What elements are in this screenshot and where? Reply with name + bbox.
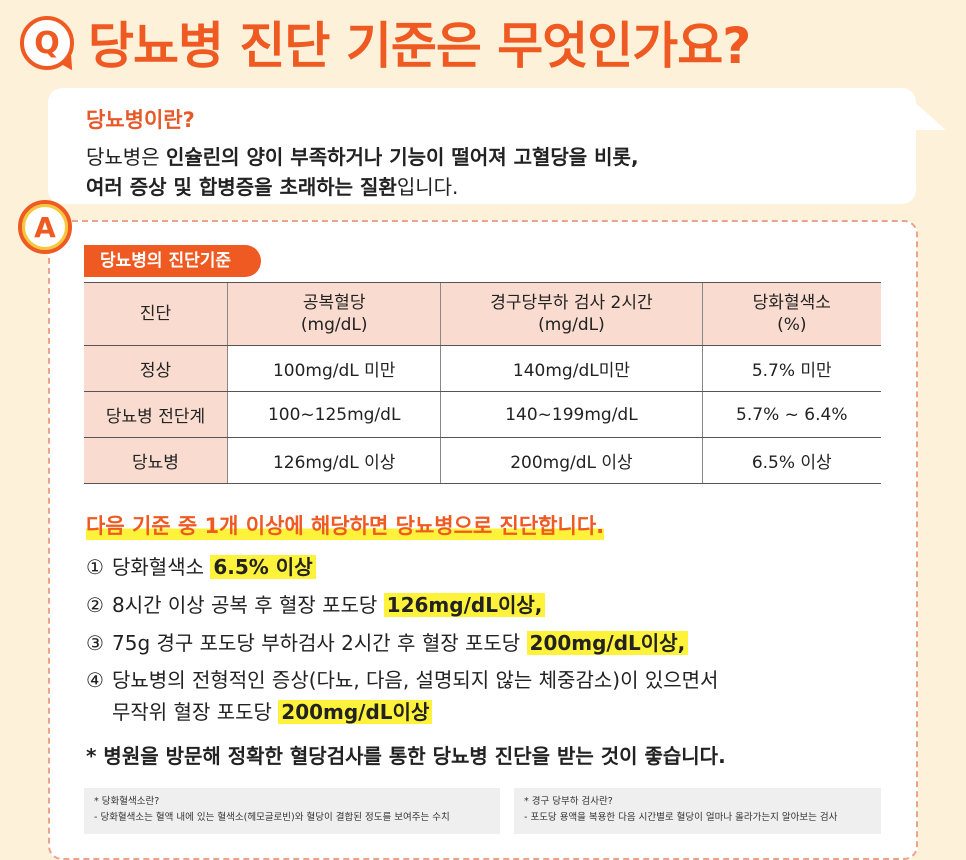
table-header-row: 진단 공복혈당 (mg/dL) 경구당부하 검사 2시간 (mg/dL) 당화혈색소… xyxy=(84,282,881,346)
header-text: 당화혈색소 xyxy=(752,293,831,313)
row-header-cell: 정상 xyxy=(84,345,228,392)
item-number: ③ xyxy=(86,631,104,655)
row-header-cell: 당뇨병 xyxy=(84,437,228,484)
item-text: 75g 경구 포도당 부하검사 2시간 후 혈장 포도당 xyxy=(112,631,527,655)
item-text-continued: 무작위 혈장 포도당 xyxy=(112,700,279,724)
footnote-question: * 경구 당부하 검사란? xyxy=(524,796,613,807)
item-highlight: 6.5% 이상 xyxy=(210,555,316,579)
table-cell: 200mg/dL 이상 xyxy=(440,437,703,484)
item-number: ② xyxy=(86,593,104,617)
answer-icon: A xyxy=(18,200,72,254)
definition-box: 당뇨병이란? 당뇨병은 인슐린의 양이 부족하거나 기능이 떨어져 고혈당을 비… xyxy=(48,88,916,204)
table-cell: 5.7% ~ 6.4% xyxy=(701,391,881,438)
question-icon: Q xyxy=(20,16,74,70)
table-cell: 5.7% 미만 xyxy=(701,345,881,392)
table-cell: 140~199mg/dL xyxy=(440,391,703,438)
table-row: 당뇨병 전단계 100~125mg/dL 140~199mg/dL 5.7% ~… xyxy=(84,391,881,438)
table-cell: 6.5% 이상 xyxy=(701,437,881,484)
footnote-ogtt: * 경구 당부하 검사란? - 포도당 용액을 복용한 다음 시간별로 혈당이 … xyxy=(514,788,881,834)
criteria-list: ① 당화혈색소 6.5% 이상 ② 8시간 이상 공복 후 혈장 포도당 126mg… xyxy=(86,548,718,728)
header-text: 진단 xyxy=(139,304,172,324)
definition-text: 당뇨병은 인슐린의 양이 부족하거나 기능이 떨어져 고혈당을 비롯, 여러 증… xyxy=(86,142,878,202)
table-cell: 140mg/dL미만 xyxy=(440,345,703,392)
definition-line1-b: 인슐린의 양이 부족하거나 기능이 떨어져 고혈당을 비롯, xyxy=(165,145,639,169)
definition-bubble-tail xyxy=(912,100,946,130)
table-row: 정상 100mg/dL 미만 140mg/dL미만 5.7% 미만 xyxy=(84,345,881,392)
table-header-cell: 경구당부하 검사 2시간 (mg/dL) xyxy=(440,282,703,346)
item-text: 8시간 이상 공복 후 혈장 포도당 xyxy=(112,593,384,617)
table-cell: 126mg/dL 이상 xyxy=(226,437,441,484)
criteria-item: ② 8시간 이상 공복 후 혈장 포도당 126mg/dL이상, xyxy=(86,586,718,624)
definition-title: 당뇨병이란? xyxy=(86,108,195,132)
header-text: 공복혈당 xyxy=(302,293,366,313)
footnote-answer: - 당화혈색소는 혈액 내에 있는 혈색소(헤모글로빈)와 혈당이 결합된 정도… xyxy=(94,812,450,823)
criteria-title: 다음 기준 중 1개 이상에 해당하면 당뇨병으로 진단합니다. xyxy=(86,510,605,540)
header-unit: (mg/dL) xyxy=(538,315,605,335)
table-row: 당뇨병 126mg/dL 이상 200mg/dL 이상 6.5% 이상 xyxy=(84,437,881,484)
footnote-question: * 당화혈색소란? xyxy=(94,796,160,807)
section-tag: 당뇨병의 진단기준 xyxy=(84,245,262,277)
table-cell: 100~125mg/dL xyxy=(226,391,441,438)
criteria-item: ① 당화혈색소 6.5% 이상 xyxy=(86,548,718,586)
table-header-cell: 당화혈색소 (%) xyxy=(701,282,881,346)
recommendation-note: * 병원을 방문해 정확한 혈당검사를 통한 당뇨병 진단을 받는 것이 좋습니… xyxy=(86,744,726,768)
definition-line2-b: 입니다. xyxy=(396,175,459,199)
item-number: ① xyxy=(86,555,104,579)
answer-letter: A xyxy=(34,210,56,244)
footnote-answer: - 포도당 용액을 복용한 다음 시간별로 혈당이 얼마나 올라가는지 알아보는… xyxy=(524,812,838,823)
question-letter: Q xyxy=(34,25,60,61)
item-highlight: 126mg/dL이상, xyxy=(383,593,546,617)
criteria-item: ③ 75g 경구 포도당 부하검사 2시간 후 혈장 포도당 200mg/dL이상… xyxy=(86,624,718,662)
table-header-cell: 진단 xyxy=(84,282,228,346)
table-header-cell: 공복혈당 (mg/dL) xyxy=(226,282,441,346)
item-text: 당화혈색소 xyxy=(112,555,211,579)
item-text: 당뇨병의 전형적인 증상(다뇨, 다음, 설명되지 않는 체중감소)이 있으면서 xyxy=(112,668,719,692)
item-number: ④ xyxy=(86,668,104,692)
header-text: 경구당부하 검사 2시간 xyxy=(490,293,653,313)
table-cell: 100mg/dL 미만 xyxy=(226,345,441,392)
header-unit: (%) xyxy=(777,315,807,335)
footnote-hba1c: * 당화혈색소란? - 당화혈색소는 혈액 내에 있는 혈색소(헤모글로빈)와 … xyxy=(84,788,500,834)
definition-line2-a: 여러 증상 및 합병증을 초래하는 질환 xyxy=(86,175,397,199)
diagnosis-table: 진단 공복혈당 (mg/dL) 경구당부하 검사 2시간 (mg/dL) 당화혈색소… xyxy=(84,282,881,484)
row-header-cell: 당뇨병 전단계 xyxy=(84,391,228,438)
header-unit: (mg/dL) xyxy=(300,315,368,335)
page-title: 당뇨병 진단 기준은 무엇인가요? xyxy=(88,17,751,75)
criteria-item: ④ 당뇨병의 전형적인 증상(다뇨, 다음, 설명되지 않는 체중감소)이 있으면… xyxy=(86,664,718,728)
item-highlight: 200mg/dL이상 xyxy=(278,700,433,724)
definition-line1-a: 당뇨병은 xyxy=(86,145,166,169)
item-highlight: 200mg/dL이상, xyxy=(526,631,689,655)
